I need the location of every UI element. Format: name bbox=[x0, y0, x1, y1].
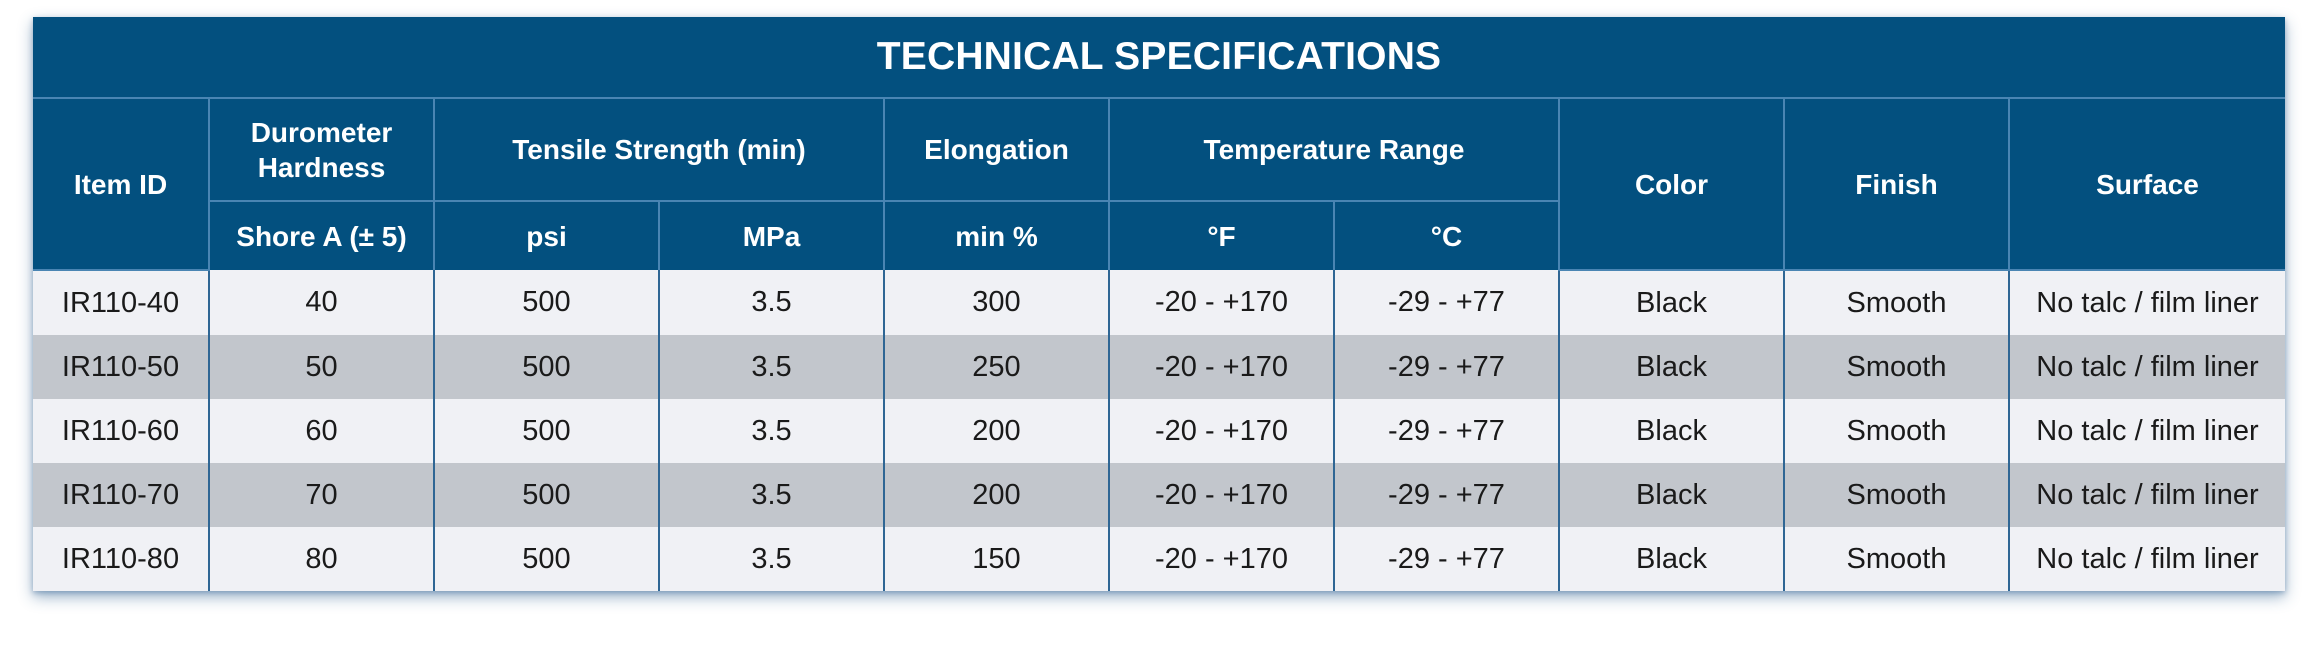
cell-temp-f: -20 - +170 bbox=[1108, 335, 1334, 399]
table-body: IR110-40 40 500 3.5 300 -20 - +170 -29 -… bbox=[33, 270, 2285, 591]
cell-elongation: 250 bbox=[883, 335, 1109, 399]
technical-specifications-card: TECHNICAL SPECIFICATIONS Item ID Duromet… bbox=[33, 17, 2285, 591]
header-durometer-hardness: Durometer Hardness bbox=[208, 98, 434, 202]
cell-elongation: 200 bbox=[883, 399, 1109, 463]
cell-color: Black bbox=[1558, 463, 1784, 527]
table-row: IR110-40 40 500 3.5 300 -20 - +170 -29 -… bbox=[33, 270, 2285, 335]
cell-temp-f: -20 - +170 bbox=[1108, 399, 1334, 463]
cell-item-id: IR110-80 bbox=[33, 527, 209, 591]
cell-color: Black bbox=[1558, 527, 1784, 591]
cell-color: Black bbox=[1558, 270, 1784, 335]
header-surface: Surface bbox=[2008, 98, 2285, 271]
table-title: TECHNICAL SPECIFICATIONS bbox=[33, 17, 2285, 99]
cell-shore-a: 70 bbox=[208, 463, 434, 527]
cell-shore-a: 60 bbox=[208, 399, 434, 463]
cell-temp-f: -20 - +170 bbox=[1108, 527, 1334, 591]
cell-mpa: 3.5 bbox=[658, 399, 884, 463]
cell-finish: Smooth bbox=[1783, 399, 2009, 463]
cell-temp-c: -29 - +77 bbox=[1333, 335, 1559, 399]
cell-psi: 500 bbox=[433, 399, 659, 463]
cell-item-id: IR110-70 bbox=[33, 463, 209, 527]
subheader-celsius: °C bbox=[1333, 201, 1559, 270]
cell-psi: 500 bbox=[433, 335, 659, 399]
cell-psi: 500 bbox=[433, 270, 659, 335]
cell-shore-a: 40 bbox=[208, 270, 434, 335]
cell-mpa: 3.5 bbox=[658, 527, 884, 591]
cell-mpa: 3.5 bbox=[658, 270, 884, 335]
table-header: TECHNICAL SPECIFICATIONS Item ID Duromet… bbox=[33, 17, 2285, 271]
subheader-psi: psi bbox=[433, 201, 659, 270]
cell-elongation: 200 bbox=[883, 463, 1109, 527]
cell-color: Black bbox=[1558, 335, 1784, 399]
header-color: Color bbox=[1558, 98, 1784, 271]
cell-surface: No talc / film liner bbox=[2008, 270, 2285, 335]
cell-finish: Smooth bbox=[1783, 463, 2009, 527]
cell-surface: No talc / film liner bbox=[2008, 527, 2285, 591]
cell-psi: 500 bbox=[433, 463, 659, 527]
cell-temp-c: -29 - +77 bbox=[1333, 270, 1559, 335]
cell-mpa: 3.5 bbox=[658, 335, 884, 399]
cell-temp-c: -29 - +77 bbox=[1333, 527, 1559, 591]
cell-finish: Smooth bbox=[1783, 527, 2009, 591]
header-item-id: Item ID bbox=[33, 98, 209, 271]
cell-temp-f: -20 - +170 bbox=[1108, 270, 1334, 335]
table-row: IR110-50 50 500 3.5 250 -20 - +170 -29 -… bbox=[33, 335, 2285, 399]
cell-temp-c: -29 - +77 bbox=[1333, 463, 1559, 527]
subheader-fahrenheit: °F bbox=[1108, 201, 1334, 270]
cell-elongation: 150 bbox=[883, 527, 1109, 591]
table-row: IR110-80 80 500 3.5 150 -20 - +170 -29 -… bbox=[33, 527, 2285, 591]
cell-item-id: IR110-60 bbox=[33, 399, 209, 463]
cell-item-id: IR110-50 bbox=[33, 335, 209, 399]
cell-shore-a: 50 bbox=[208, 335, 434, 399]
cell-temp-c: -29 - +77 bbox=[1333, 399, 1559, 463]
cell-mpa: 3.5 bbox=[658, 463, 884, 527]
spec-table: TECHNICAL SPECIFICATIONS Item ID Duromet… bbox=[33, 17, 2285, 591]
cell-surface: No talc / film liner bbox=[2008, 335, 2285, 399]
header-tensile-strength: Tensile Strength (min) bbox=[433, 98, 884, 202]
subheader-min-percent: min % bbox=[883, 201, 1109, 270]
cell-elongation: 300 bbox=[883, 270, 1109, 335]
cell-psi: 500 bbox=[433, 527, 659, 591]
cell-finish: Smooth bbox=[1783, 335, 2009, 399]
subheader-shore-a: Shore A (± 5) bbox=[208, 201, 434, 270]
table-row: IR110-60 60 500 3.5 200 -20 - +170 -29 -… bbox=[33, 399, 2285, 463]
header-elongation: Elongation bbox=[883, 98, 1109, 202]
header-temperature-range: Temperature Range bbox=[1108, 98, 1559, 202]
cell-finish: Smooth bbox=[1783, 270, 2009, 335]
cell-surface: No talc / film liner bbox=[2008, 463, 2285, 527]
subheader-mpa: MPa bbox=[658, 201, 884, 270]
cell-temp-f: -20 - +170 bbox=[1108, 463, 1334, 527]
cell-surface: No talc / film liner bbox=[2008, 399, 2285, 463]
cell-shore-a: 80 bbox=[208, 527, 434, 591]
cell-color: Black bbox=[1558, 399, 1784, 463]
table-row: IR110-70 70 500 3.5 200 -20 - +170 -29 -… bbox=[33, 463, 2285, 527]
header-finish: Finish bbox=[1783, 98, 2009, 271]
cell-item-id: IR110-40 bbox=[33, 270, 209, 335]
